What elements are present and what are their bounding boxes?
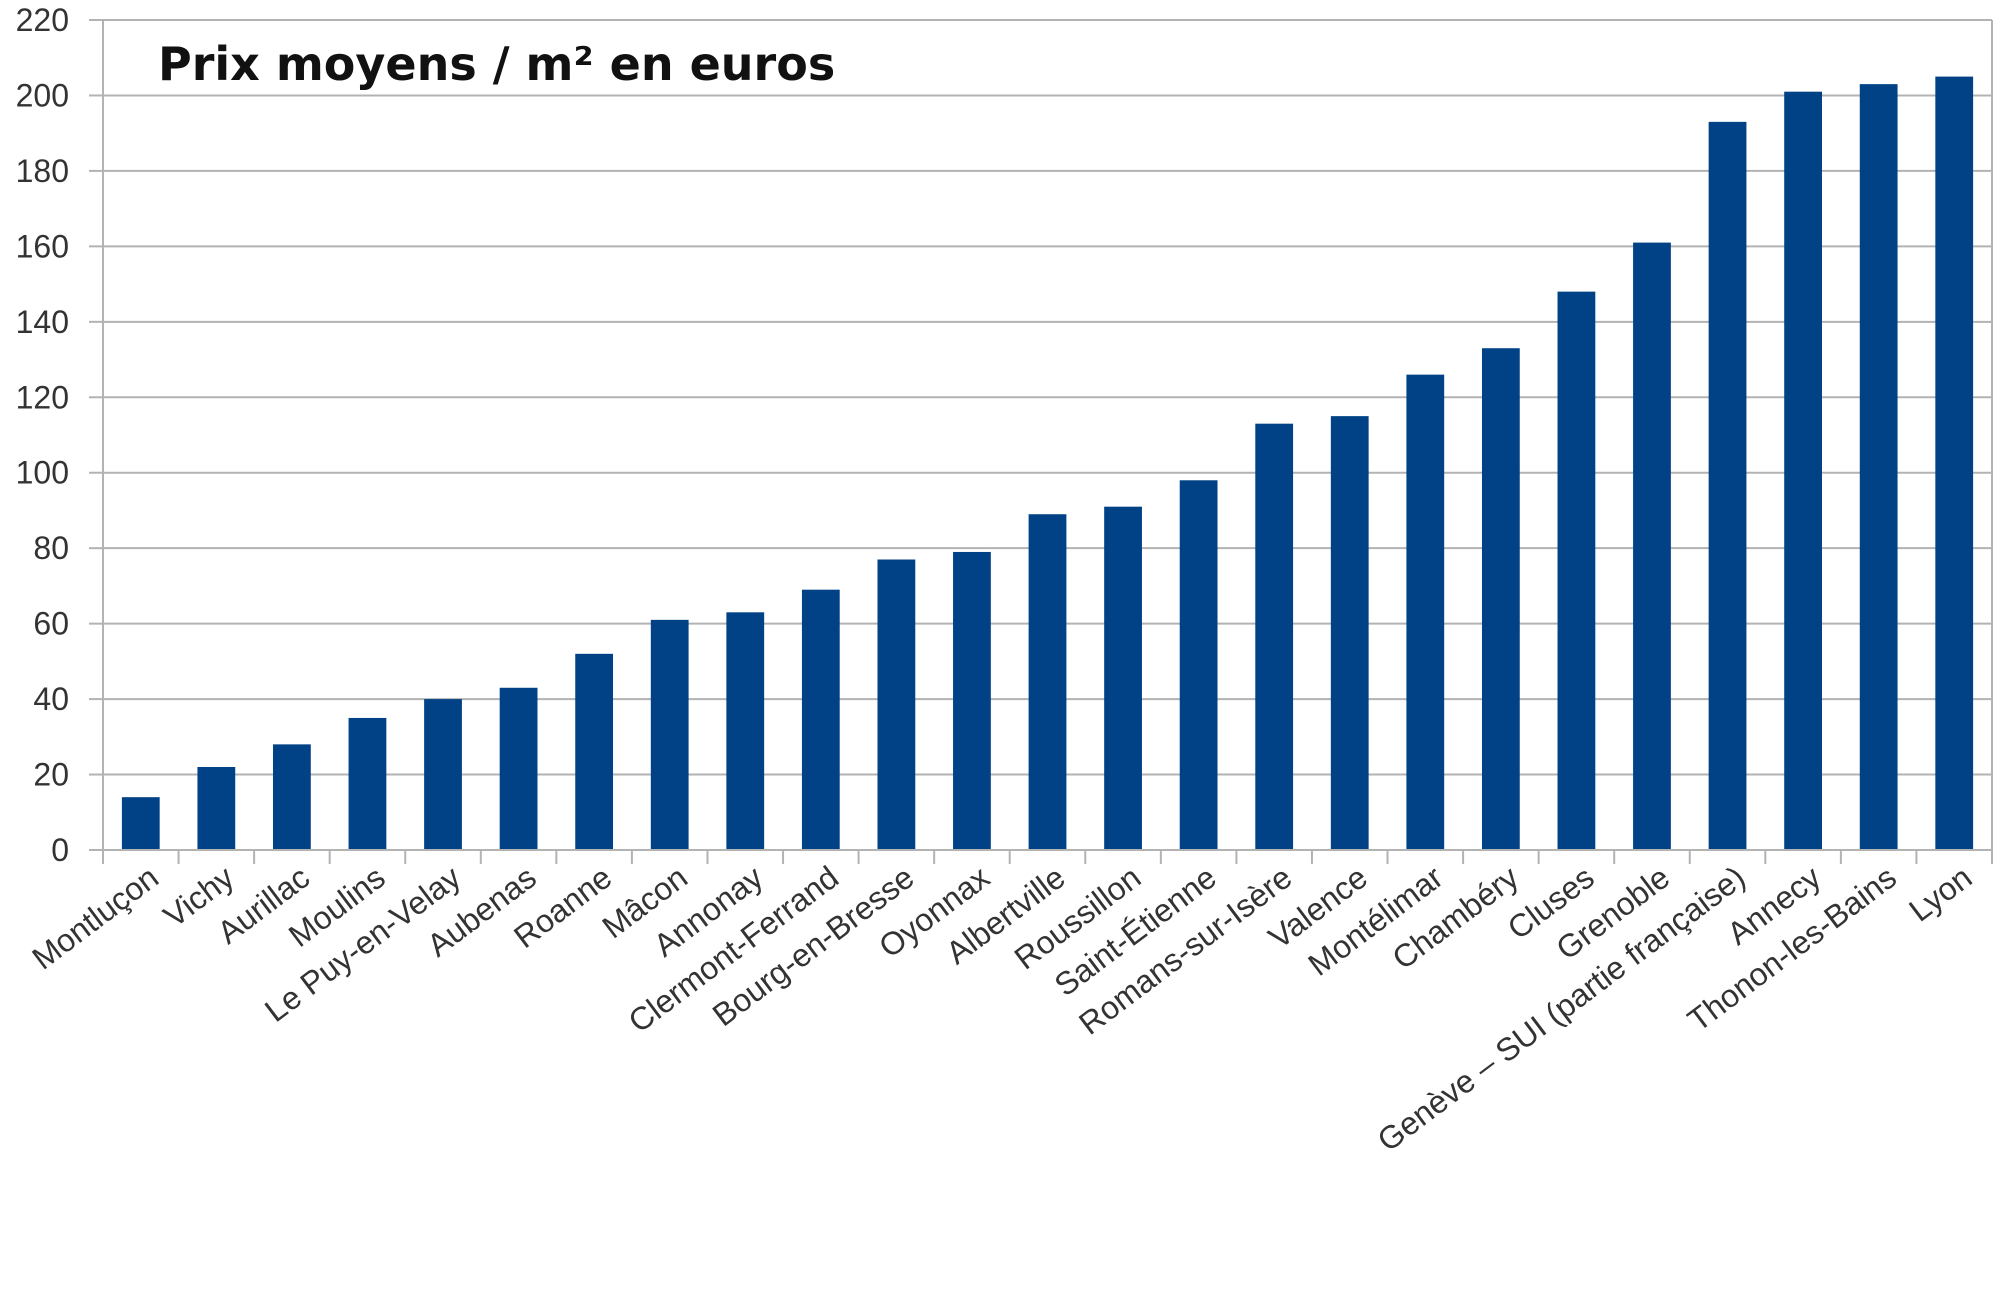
y-tick-label: 20 [33,757,69,793]
bar [953,551,991,850]
bar [1557,291,1596,850]
bar [121,797,160,850]
bar [877,559,916,850]
bar [348,717,387,850]
chart-title: Prix moyens / m² en euros [158,37,835,91]
bar [197,767,236,850]
axes [89,19,1993,864]
bar [1708,121,1747,850]
bar [1104,506,1142,850]
y-tick-label: 180 [16,153,69,189]
bar [1330,416,1369,850]
bar [1028,514,1067,850]
y-tick-label: 60 [33,606,69,642]
bar [499,687,538,850]
y-tick-label: 120 [16,379,69,415]
bar [1179,480,1218,850]
bar [1633,242,1671,850]
bar [424,699,462,850]
bar [1784,91,1822,850]
bar [650,619,689,850]
bars [121,76,1974,851]
bar [1406,374,1445,850]
y-tick-label: 80 [33,530,69,566]
y-tick-label: 0 [51,832,69,868]
bar [1859,84,1898,851]
y-tick-label: 220 [16,2,69,38]
y-tick-label: 160 [16,228,69,264]
bar [273,744,311,850]
bar [726,612,765,850]
bar [1935,76,1974,850]
y-tick-labels: 0 20 40 60 80 100 120 140 160 180 200 220 [16,2,69,868]
y-tick-label: 140 [16,304,69,340]
bar [1255,423,1294,850]
y-tick-label: 100 [16,455,69,491]
bar [575,653,614,850]
y-tick-label: 200 [16,77,69,113]
y-tick-label: 40 [33,681,69,717]
bar [801,589,840,850]
bar [1481,348,1520,850]
